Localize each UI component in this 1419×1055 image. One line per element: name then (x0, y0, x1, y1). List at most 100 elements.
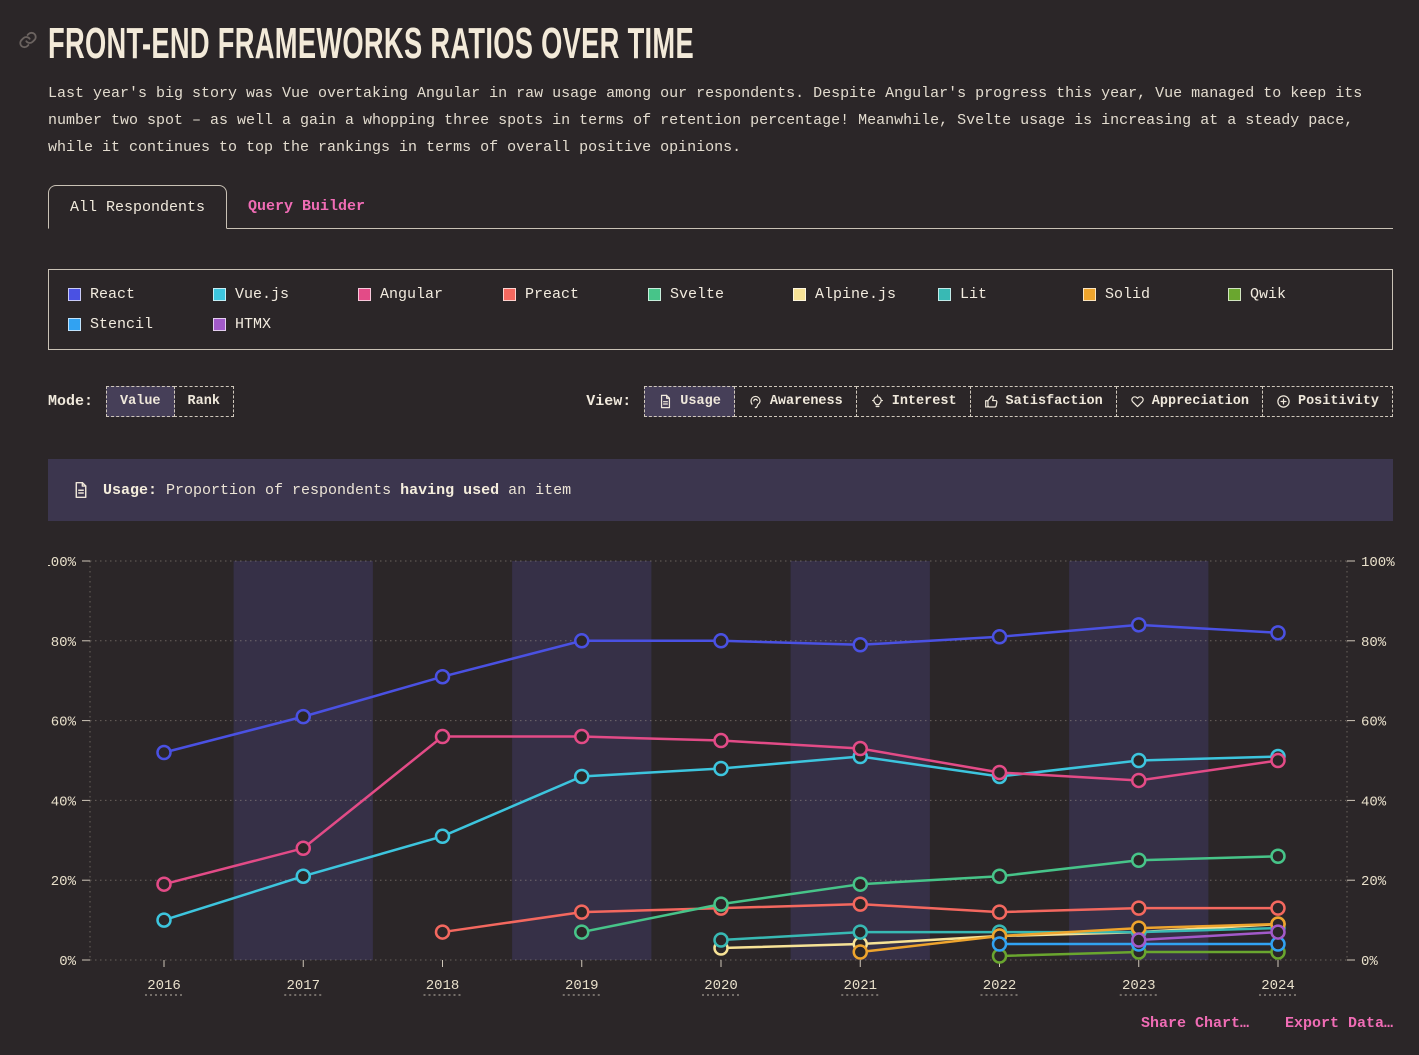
view-button-satisfaction[interactable]: Satisfaction (969, 386, 1117, 417)
tab-all-respondents[interactable]: All Respondents (48, 185, 228, 229)
data-point-svelte-2020[interactable] (713, 896, 729, 912)
mode-label: Mode: (48, 393, 94, 410)
data-point-svelte-2023[interactable] (1131, 852, 1147, 868)
document-icon (72, 481, 90, 499)
data-point-react-2020[interactable] (713, 633, 729, 649)
series-preact (434, 896, 1286, 940)
mode-button-value[interactable]: Value (106, 386, 175, 417)
data-point-svelte-2019[interactable] (574, 924, 590, 940)
data-point-angular-2018[interactable] (434, 728, 451, 745)
y-axis-label-left-80: 80% (51, 635, 77, 651)
legend-label: Lit (960, 286, 988, 303)
series-react (156, 617, 1286, 761)
banner-text-before: Proportion of respondents (166, 481, 392, 499)
data-point-preact-2023[interactable] (1131, 900, 1147, 916)
legend-item-htmx[interactable]: HTMX (213, 316, 358, 333)
data-point-react-2023[interactable] (1131, 617, 1147, 633)
legend-item-preact[interactable]: Preact (503, 286, 648, 303)
data-point-angular-2024[interactable] (1270, 752, 1286, 769)
legend-item-stencil[interactable]: Stencil (68, 316, 213, 333)
view-label: View: (586, 393, 632, 410)
legend-item-alpine-js[interactable]: Alpine.js (793, 286, 938, 303)
data-point-preact-2021[interactable] (852, 896, 868, 912)
data-point-angular-2022[interactable] (991, 764, 1008, 781)
data-point-react-2018[interactable] (434, 668, 451, 685)
view-button-label: Usage (680, 394, 721, 409)
legend-item-qwik[interactable]: Qwik (1228, 286, 1373, 303)
legend-item-lit[interactable]: Lit (938, 286, 1083, 303)
legend-item-react[interactable]: React (68, 286, 213, 303)
data-point-vue-js-2016[interactable] (156, 912, 172, 928)
x-axis-label-2019[interactable]: 2019 (565, 978, 599, 994)
data-point-lit-2021[interactable] (852, 924, 868, 940)
x-axis-label-2022[interactable]: 2022 (983, 978, 1017, 994)
x-axis-label-2021[interactable]: 2021 (843, 978, 877, 994)
data-point-preact-2019[interactable] (574, 904, 590, 920)
data-point-angular-2017[interactable] (295, 840, 311, 857)
data-point-vue-js-2020[interactable] (713, 760, 729, 777)
x-axis-label-2016[interactable]: 2016 (147, 978, 181, 994)
x-axis-label-2020[interactable]: 2020 (704, 978, 738, 994)
data-point-vue-js-2023[interactable] (1131, 752, 1147, 769)
y-axis-label-right-40: 40% (1361, 794, 1387, 810)
mode-button-rank[interactable]: Rank (173, 386, 234, 417)
data-point-lit-2020[interactable] (713, 932, 729, 948)
data-point-react-2022[interactable] (991, 629, 1008, 645)
legend-item-vue-js[interactable]: Vue.js (213, 286, 358, 303)
x-axis-label-2018[interactable]: 2018 (426, 978, 460, 994)
mode-button-label: Value (120, 394, 161, 409)
view-button-awareness[interactable]: Awareness (733, 386, 857, 417)
legend-item-solid[interactable]: Solid (1083, 286, 1228, 303)
x-axis-label-2023[interactable]: 2023 (1122, 978, 1156, 994)
data-point-vue-js-2017[interactable] (295, 868, 311, 884)
data-point-react-2021[interactable] (852, 637, 868, 653)
data-point-react-2016[interactable] (156, 744, 172, 761)
share-chart-link[interactable]: Share Chart… (1140, 1015, 1249, 1032)
x-axis-label-2017[interactable]: 2017 (286, 978, 320, 994)
data-point-solid-2021[interactable] (852, 944, 868, 960)
data-point-angular-2019[interactable] (574, 728, 590, 745)
data-point-angular-2021[interactable] (852, 740, 868, 757)
ear-icon (748, 394, 763, 409)
data-point-htmx-2023[interactable] (1131, 932, 1147, 948)
legend-label: Solid (1105, 286, 1151, 303)
x-axis-label-2024[interactable]: 2024 (1261, 978, 1295, 994)
data-point-stencil-2022[interactable] (991, 936, 1008, 952)
y-axis-label-left-20: 20% (51, 874, 77, 890)
series-qwik (991, 944, 1286, 964)
legend-swatch (213, 318, 226, 331)
data-point-preact-2024[interactable] (1270, 900, 1286, 916)
legend-item-angular[interactable]: Angular (358, 286, 503, 303)
data-point-svelte-2021[interactable] (852, 876, 868, 892)
legend-swatch (1228, 288, 1241, 301)
view-button-label: Awareness (769, 394, 843, 409)
view-button-positivity[interactable]: Positivity (1261, 386, 1393, 417)
data-point-svelte-2024[interactable] (1270, 848, 1286, 865)
data-point-angular-2020[interactable] (713, 732, 729, 749)
data-point-vue-js-2018[interactable] (434, 828, 451, 845)
view-button-label: Interest (891, 394, 957, 409)
y-axis-label-left-0: 0% (59, 954, 76, 970)
year-band-2019 (512, 561, 652, 960)
metric-banner: Usage: Proportion of respondents having … (48, 459, 1393, 521)
view-button-usage[interactable]: Usage (644, 386, 735, 417)
data-point-react-2024[interactable] (1270, 625, 1286, 641)
data-point-vue-js-2019[interactable] (574, 768, 590, 785)
legend-swatch (358, 288, 371, 301)
data-point-preact-2022[interactable] (991, 904, 1008, 920)
data-point-preact-2018[interactable] (434, 924, 451, 940)
view-button-appreciation[interactable]: Appreciation (1115, 386, 1263, 417)
view-button-interest[interactable]: Interest (855, 386, 971, 417)
y-axis-label-left-40: 40% (51, 794, 77, 810)
anchor-link-icon[interactable] (18, 30, 38, 55)
data-point-react-2019[interactable] (574, 633, 590, 649)
data-point-react-2017[interactable] (295, 708, 311, 725)
data-point-angular-2023[interactable] (1131, 772, 1147, 789)
data-point-htmx-2024[interactable] (1270, 924, 1286, 940)
export-data-link[interactable]: Export Data… (1284, 1015, 1393, 1032)
data-point-svelte-2022[interactable] (991, 868, 1008, 884)
legend-item-svelte[interactable]: Svelte (648, 286, 793, 303)
data-point-angular-2016[interactable] (156, 876, 172, 892)
series-htmx (1131, 924, 1286, 948)
tab-query-builder[interactable]: Query Builder (248, 197, 366, 215)
